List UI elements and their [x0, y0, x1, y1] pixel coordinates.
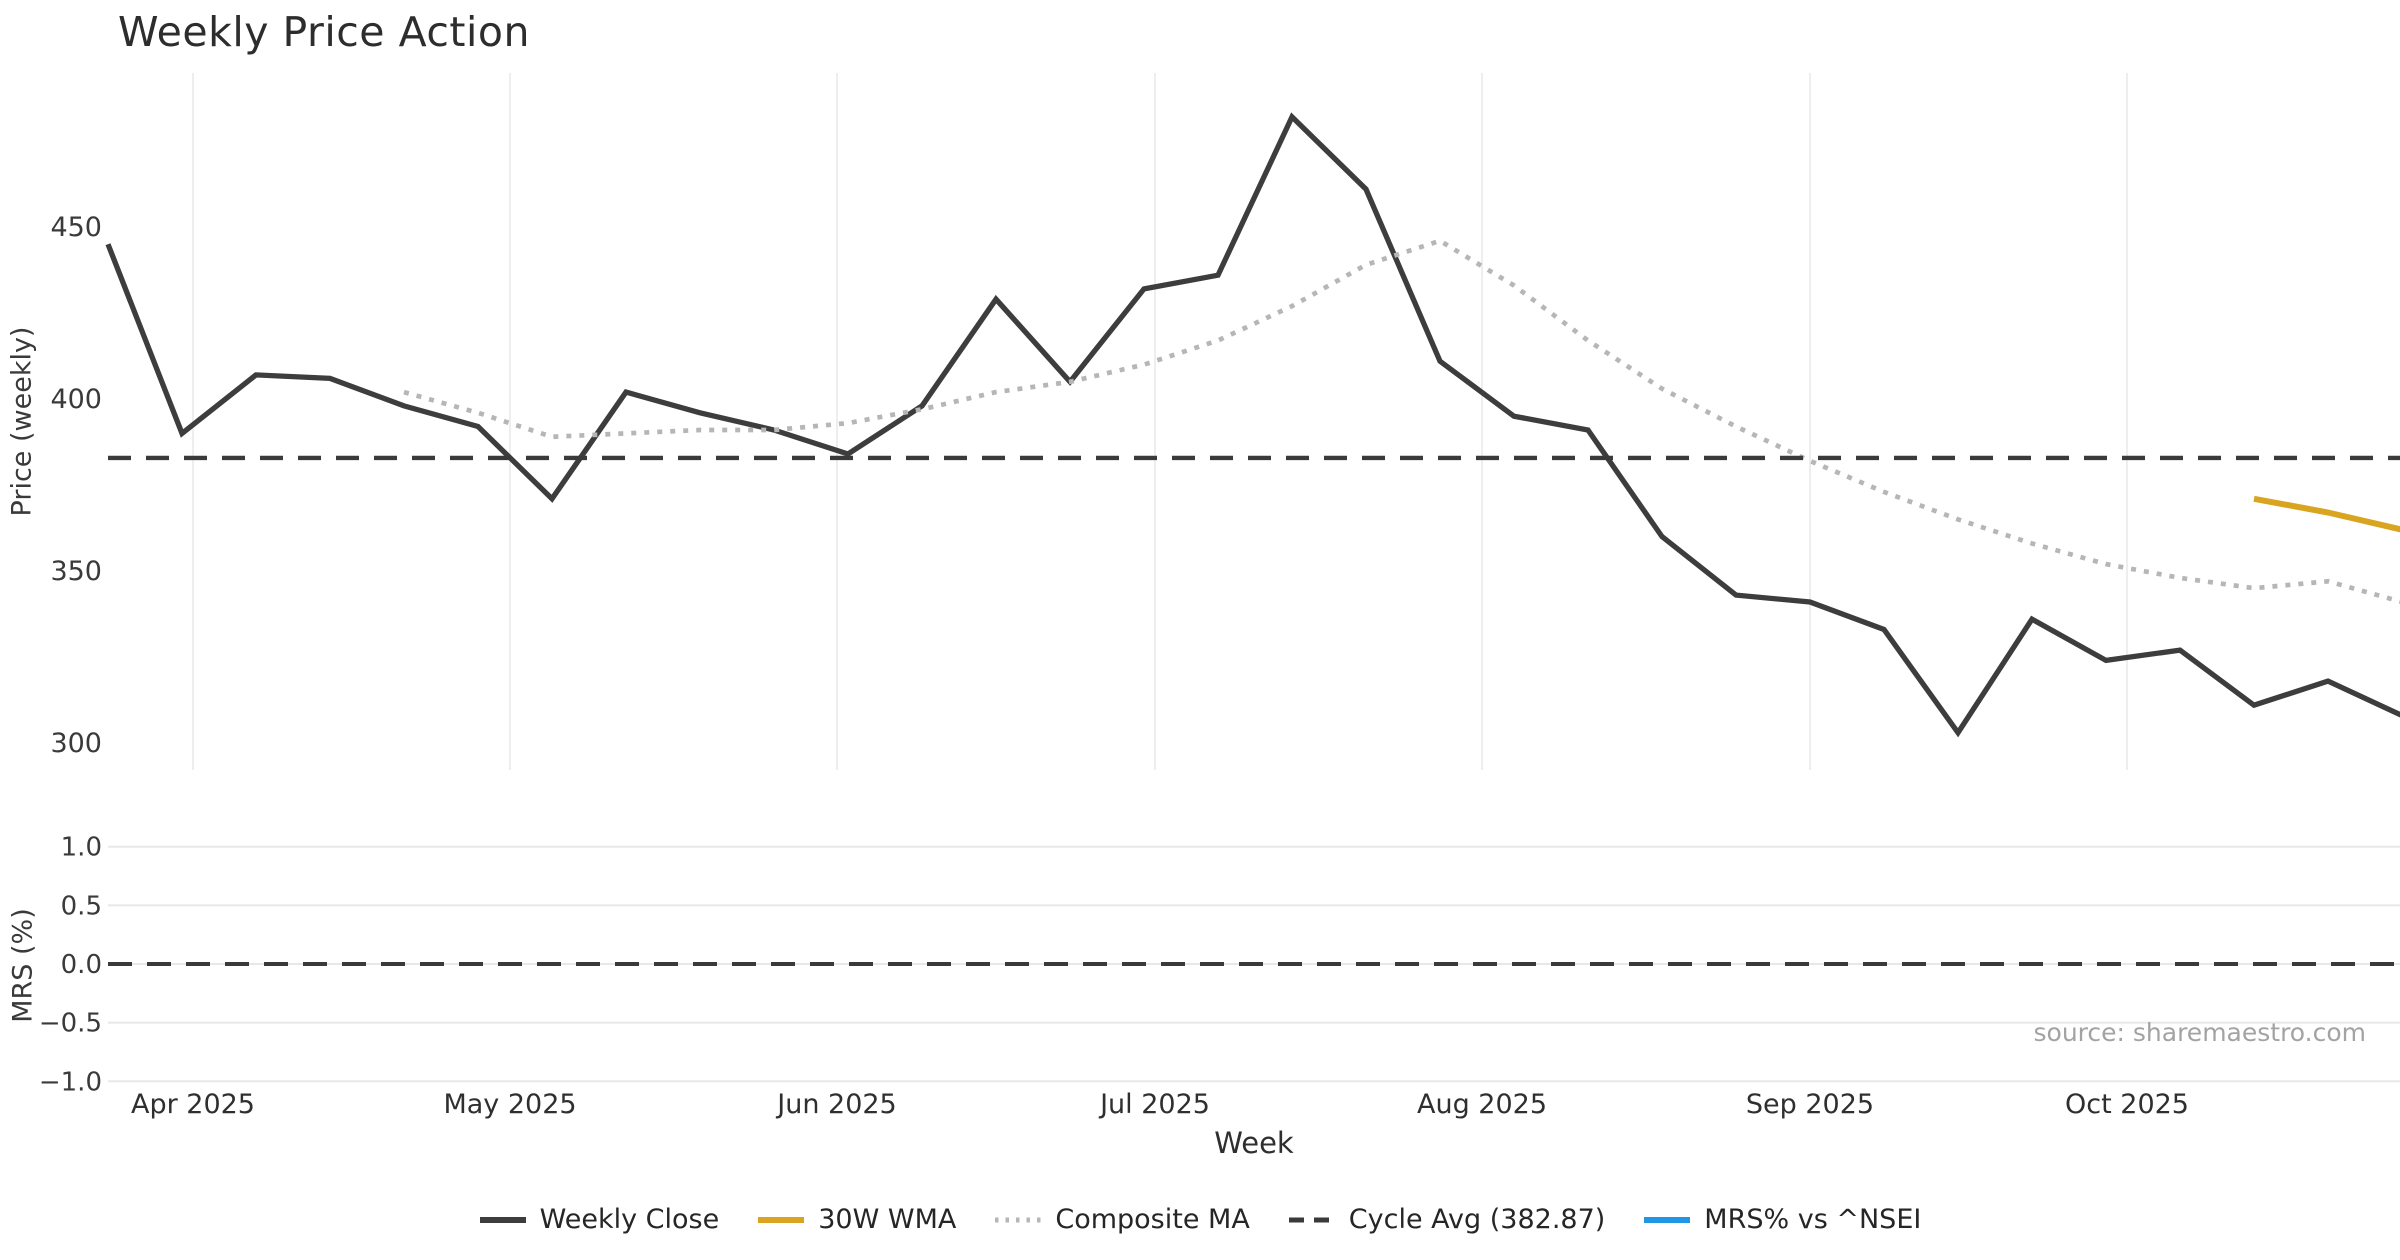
legend-item-weekly-close: Weekly Close	[479, 1204, 720, 1235]
mrs-tick-label: 0.5	[61, 891, 102, 921]
month-tick-label: Jun 2025	[775, 1089, 896, 1120]
solid-line-swatch-icon	[1644, 1216, 1691, 1223]
weekly-close-line	[105, 112, 2400, 738]
legend-label: 30W WMA	[818, 1204, 957, 1235]
mrs-tick-label: −0.5	[39, 1009, 102, 1039]
chart-title: Weekly Price Action	[118, 8, 530, 56]
composite-ma-line	[403, 238, 2400, 604]
dotted-line-swatch-icon	[995, 1217, 1042, 1222]
mrs-axis-label: MRS (%)	[7, 908, 39, 1023]
legend-item-cycle-avg-382-87-: Cycle Avg (382.87)	[1288, 1204, 1606, 1235]
price-tick-label: 350	[50, 556, 102, 587]
30w-wma-line	[2253, 495, 2400, 533]
price-tick-label: 450	[50, 212, 102, 243]
month-tick-label: Oct 2025	[2065, 1089, 2189, 1120]
mrs-tick-label: 0.0	[61, 950, 102, 980]
legend-item-composite-ma: Composite MA	[994, 1204, 1250, 1235]
source-watermark: source: sharemaestro.com	[2033, 1018, 2367, 1047]
price-tick-label: 400	[50, 384, 102, 415]
month-tick-label: Apr 2025	[131, 1089, 255, 1120]
chart-legend: Weekly Close 30W WMA Composite MA Cycle Avg…	[0, 1204, 2400, 1235]
month-tick-label: Sep 2025	[1746, 1089, 1874, 1120]
month-tick-label: Aug 2025	[1417, 1089, 1547, 1120]
solid-line-swatch-icon	[758, 1216, 805, 1223]
legend-item-30w-wma: 30W WMA	[757, 1204, 956, 1235]
legend-label: Cycle Avg (382.87)	[1348, 1204, 1606, 1235]
legend-label: MRS% vs ^NSEI	[1704, 1204, 1922, 1235]
x-axis-label: Week	[1214, 1126, 1294, 1160]
price-axis-label: Price (weekly)	[6, 326, 38, 517]
price-tick-label: 300	[50, 728, 102, 759]
legend-label: Composite MA	[1055, 1204, 1250, 1235]
solid-line-swatch-icon	[479, 1216, 526, 1223]
mrs-tick-label: −1.0	[39, 1067, 102, 1097]
legend-label: Weekly Close	[539, 1204, 720, 1235]
legend-item-mrs-vs-nsei: MRS% vs ^NSEI	[1643, 1204, 1921, 1235]
dashed-line-swatch-icon	[1288, 1217, 1335, 1222]
mrs-tick-label: 1.0	[61, 833, 102, 863]
month-tick-label: May 2025	[443, 1089, 576, 1120]
month-tick-label: Jul 2025	[1098, 1089, 1210, 1120]
